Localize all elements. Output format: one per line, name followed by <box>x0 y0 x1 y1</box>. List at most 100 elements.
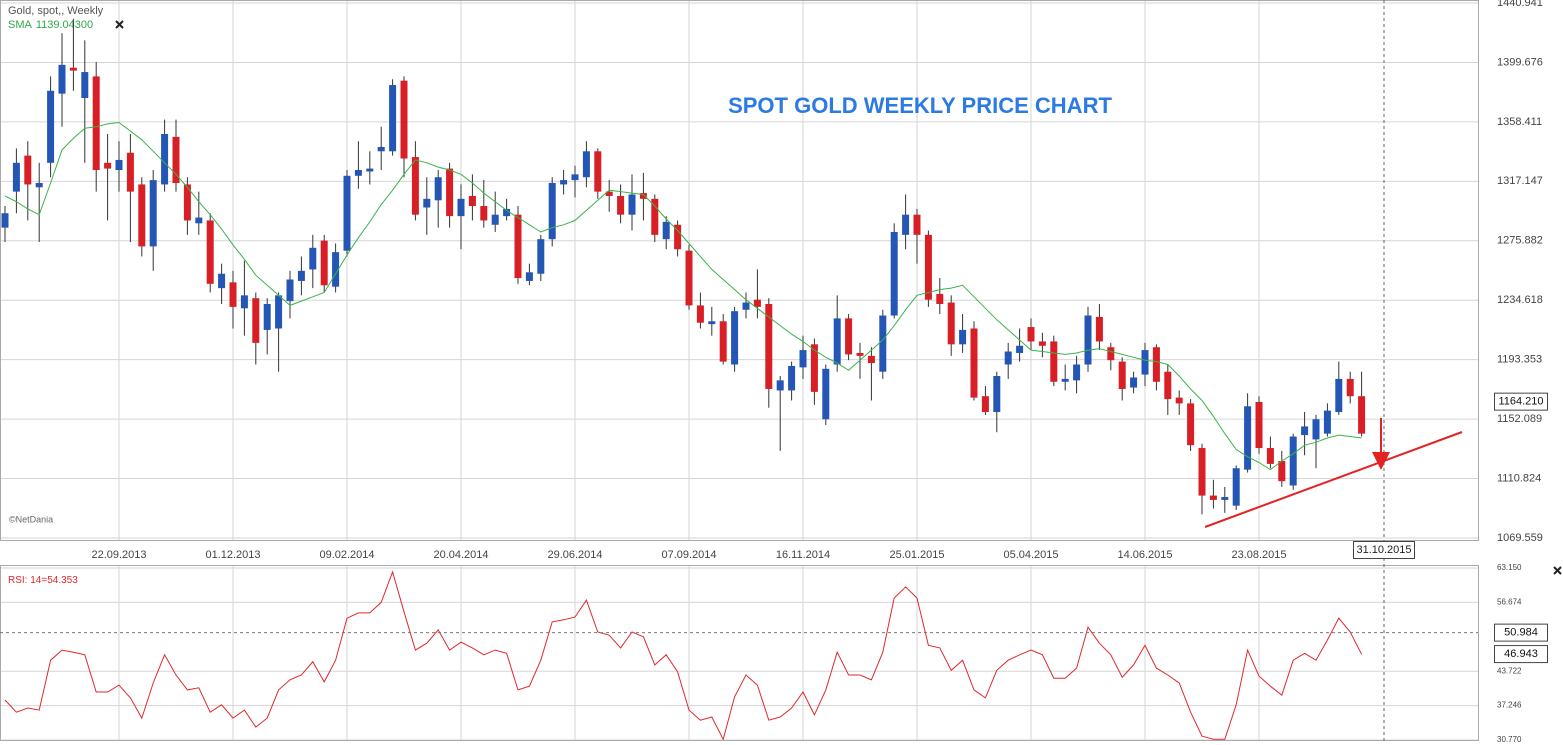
candle-body <box>149 180 157 247</box>
price-panel <box>0 0 1479 541</box>
candle-body <box>138 184 146 247</box>
candle-body <box>240 295 248 309</box>
y-tick-label: 56.674 <box>1497 598 1522 607</box>
candle-body <box>913 214 921 235</box>
candle-body <box>332 252 340 287</box>
rsi-panel <box>0 565 1479 741</box>
candle-body <box>1221 497 1229 500</box>
x-tick-label: 07.09.2014 <box>661 549 716 561</box>
candle-body <box>1 213 9 228</box>
candle-body <box>1118 361 1126 389</box>
x-tick-label: 22.09.2013 <box>91 549 146 561</box>
candle-body <box>970 328 978 398</box>
y-tick-label: 30.770 <box>1497 735 1522 744</box>
candle-body <box>890 231 898 316</box>
rsi-marker-box <box>1494 623 1548 642</box>
candle-body <box>218 273 226 289</box>
candle-body <box>617 195 625 215</box>
last-price: 1164.210 <box>1498 396 1543 408</box>
y-tick-label: 1275.882 <box>1497 235 1543 247</box>
candle-body <box>753 299 761 307</box>
x-tick-label: 20.04.2014 <box>433 549 488 561</box>
candle-body <box>685 250 693 306</box>
y-tick-label: 1234.618 <box>1497 294 1543 306</box>
candle-body <box>742 302 750 310</box>
candle-body <box>12 162 20 192</box>
candle-body <box>1050 341 1058 382</box>
y-tick-label: 1399.676 <box>1497 56 1543 68</box>
rsi-name: RSI: 14= <box>8 575 47 586</box>
candle-body <box>377 146 385 152</box>
candle-body <box>161 134 169 185</box>
candle-body <box>548 182 556 240</box>
candle-body <box>1038 341 1046 346</box>
rsi-legend: RSI: 14=54.353 <box>8 575 78 586</box>
candle-body <box>1358 396 1366 434</box>
close-sma[interactable] <box>115 20 124 29</box>
candle-body <box>776 380 784 391</box>
candle-body <box>320 240 328 286</box>
candle-body <box>845 318 853 355</box>
candle-body <box>1255 401 1263 449</box>
y-tick-label: 43.722 <box>1497 666 1522 675</box>
candle-body <box>833 318 841 365</box>
candle-body <box>993 376 1001 413</box>
rsi-marker: 50.984 <box>1504 627 1538 639</box>
candle-body <box>457 198 465 217</box>
candle-body <box>1084 315 1092 365</box>
candle-body <box>947 302 955 345</box>
candle-body <box>1152 347 1160 382</box>
candle-body <box>981 396 989 413</box>
x-tick-label: 16.11.2014 <box>776 549 830 561</box>
candle-body <box>1209 495 1217 500</box>
sma-readout: 1139.04300 <box>36 19 93 31</box>
candle-body <box>1232 468 1240 506</box>
candle-body <box>69 67 77 71</box>
y-tick-label: 1152.089 <box>1497 413 1542 425</box>
candle-body <box>126 152 134 192</box>
candle-body <box>1073 364 1081 381</box>
candle-body <box>1175 397 1183 404</box>
candle-body <box>571 174 579 181</box>
candle-body <box>58 64 66 94</box>
candle-body <box>1004 351 1012 365</box>
sma-legend: SMA 1139.04300 <box>8 19 93 31</box>
candle-body <box>400 80 408 159</box>
close-rsi[interactable] <box>1553 566 1562 575</box>
candle-body <box>1061 378 1069 382</box>
candle-body <box>1301 426 1309 436</box>
candle-body <box>252 298 260 343</box>
candle-body <box>297 270 305 281</box>
candle-body <box>605 191 613 196</box>
y-tick-label: 63.150 <box>1497 563 1522 572</box>
x-tick-label: 09.02.2014 <box>319 549 374 561</box>
candle-body <box>229 282 237 307</box>
y-tick-label: 1358.411 <box>1497 116 1542 128</box>
candle-body <box>525 272 533 281</box>
candle-body <box>822 368 830 420</box>
candle-body <box>1278 461 1286 482</box>
candle-body <box>1346 378 1354 397</box>
candle-body <box>1164 371 1172 400</box>
x-tick-label: 14.06.2015 <box>1117 549 1172 561</box>
candle-body <box>1266 448 1274 464</box>
candle-body <box>423 198 431 208</box>
candle-body <box>1187 403 1195 446</box>
candle-body <box>1323 410 1331 434</box>
candle-body <box>628 194 636 215</box>
y-tick-label: 1440.941 <box>1497 0 1543 9</box>
candle-body <box>286 279 294 302</box>
candle-body <box>708 321 716 325</box>
candle-body <box>719 321 727 362</box>
candle-body <box>560 180 568 185</box>
candle-body <box>1198 448 1206 496</box>
series-line <box>4 570 1363 741</box>
candle-body <box>366 168 374 172</box>
candle-body <box>480 206 488 221</box>
chart-title: SPOT GOLD WEEKLY PRICE CHART <box>728 93 1112 118</box>
candle-body <box>1027 327 1035 342</box>
y-tick-label: 1317.147 <box>1497 175 1543 187</box>
candle-body <box>354 170 362 176</box>
candle-body <box>765 303 773 389</box>
